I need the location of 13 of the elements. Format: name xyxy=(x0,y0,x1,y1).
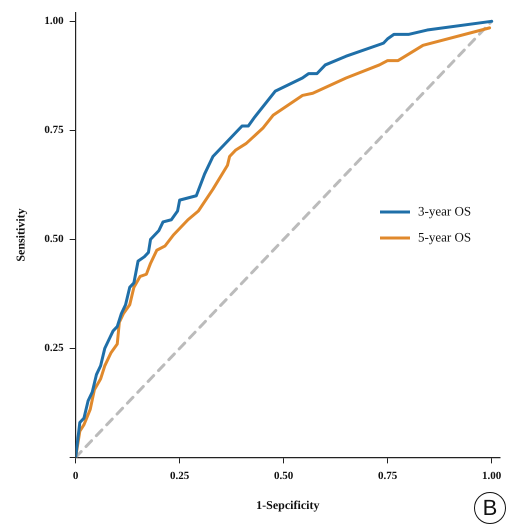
x-axis-title: 1-Sepcificity xyxy=(256,498,320,512)
x-tick-label: 0 xyxy=(72,470,79,482)
y-tick-label: 0.50 xyxy=(44,233,64,246)
legend-label: 5-year OS xyxy=(418,229,472,244)
y-axis-title: Sensitivity xyxy=(13,208,28,262)
x-tick-label: 1.00 xyxy=(482,470,502,482)
y-tick-label: 0.25 xyxy=(44,342,64,354)
x-tick-label: 0.75 xyxy=(378,470,398,482)
y-tick-label: 0.75 xyxy=(44,124,64,136)
x-tick-label: 0.25 xyxy=(170,470,190,482)
x-tick-label: 0.50 xyxy=(274,470,294,482)
y-tick-label: 1.00 xyxy=(44,15,64,28)
legend-label: 3-year OS xyxy=(418,203,472,218)
